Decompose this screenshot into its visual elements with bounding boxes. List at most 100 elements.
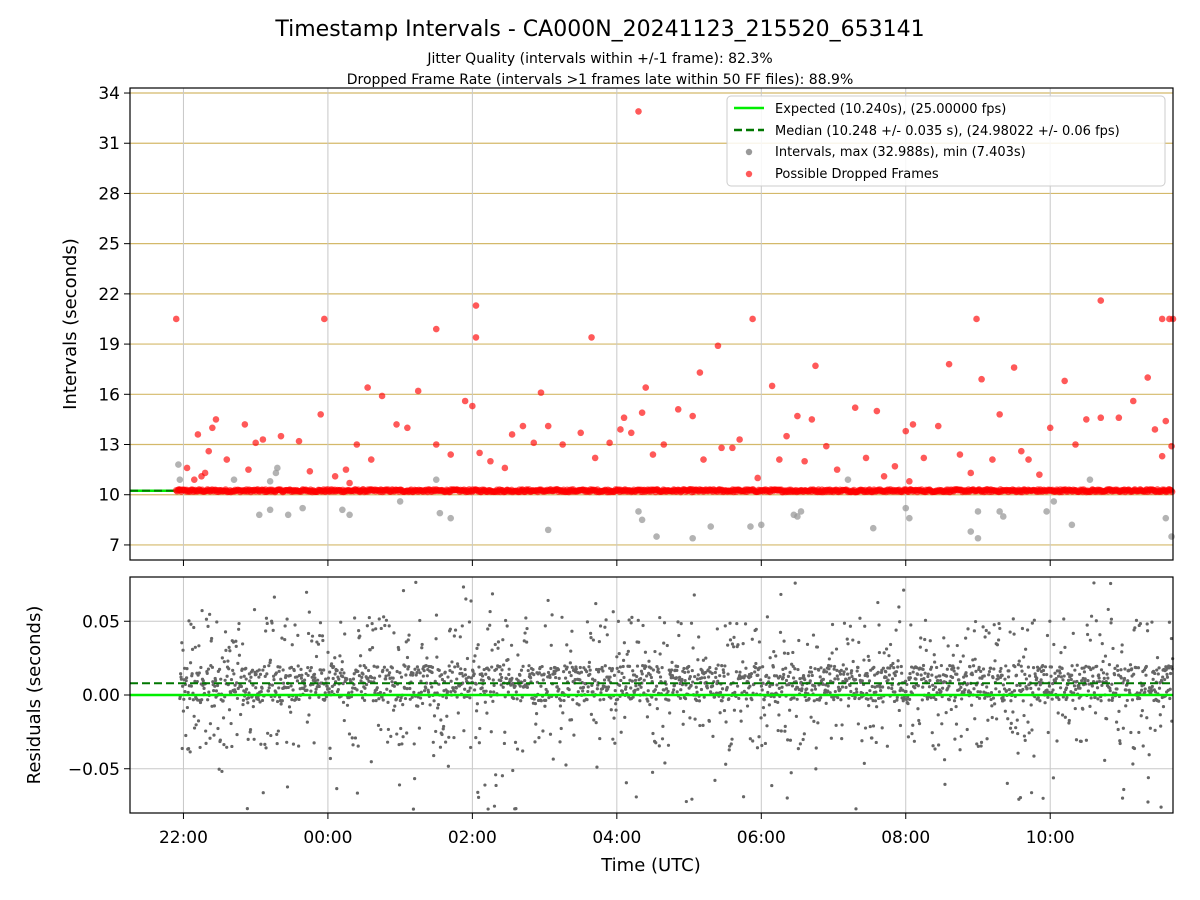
residual-point xyxy=(481,678,485,683)
residual-point xyxy=(1115,664,1119,668)
residual-point xyxy=(960,697,964,701)
residual-point xyxy=(942,636,946,640)
interval-point xyxy=(274,464,281,472)
residual-point xyxy=(395,669,399,674)
residual-point xyxy=(790,684,795,688)
residual-point xyxy=(1051,688,1055,692)
residual-point xyxy=(821,677,826,681)
residual-point xyxy=(963,688,967,692)
residual-point xyxy=(703,676,707,680)
residual-point xyxy=(256,697,261,702)
residual-point xyxy=(417,726,421,730)
residual-point xyxy=(1168,687,1172,691)
residual-point xyxy=(646,689,650,693)
residual-point xyxy=(914,677,918,681)
residual-point xyxy=(473,688,477,692)
residual-point xyxy=(1032,754,1036,758)
residual-point xyxy=(1024,677,1029,681)
residual-point xyxy=(212,733,216,737)
residual-point xyxy=(445,689,450,694)
residual-point xyxy=(865,674,870,678)
residual-point xyxy=(634,795,638,799)
residual-point xyxy=(312,672,317,676)
residual-point xyxy=(858,616,862,620)
residual-point xyxy=(946,644,950,648)
residual-point xyxy=(1003,677,1007,681)
residual-point xyxy=(962,690,966,694)
residual-point xyxy=(1049,665,1054,669)
residual-point xyxy=(781,667,785,671)
dropped-frame-point xyxy=(696,369,704,376)
residual-point xyxy=(1019,664,1023,668)
dropped-frame-point xyxy=(783,432,790,440)
residual-point xyxy=(899,664,903,669)
residual-point xyxy=(670,660,674,664)
residual-point xyxy=(1157,666,1161,670)
residual-point xyxy=(463,673,468,677)
residual-point xyxy=(352,672,356,676)
dropped-frame-point xyxy=(508,431,516,438)
residual-point xyxy=(1086,689,1090,693)
residual-point xyxy=(1158,713,1162,717)
residual-point xyxy=(353,616,357,620)
residual-point xyxy=(604,685,608,689)
residual-point xyxy=(442,724,446,729)
residual-point xyxy=(987,669,992,674)
residual-point xyxy=(1157,686,1162,690)
residual-point xyxy=(910,732,914,736)
residual-point xyxy=(881,700,885,704)
residual-point xyxy=(522,639,526,643)
residual-point xyxy=(870,736,874,740)
residual-point xyxy=(501,638,505,642)
residual-point xyxy=(1030,728,1034,732)
residual-point xyxy=(1121,726,1125,730)
residual-point xyxy=(791,664,795,668)
residual-point xyxy=(1058,671,1062,675)
residual-point xyxy=(270,621,274,625)
residual-point xyxy=(281,668,285,672)
residual-point xyxy=(608,675,612,679)
residual-point xyxy=(274,671,278,675)
residual-point xyxy=(784,666,788,670)
residual-point xyxy=(1046,695,1050,699)
residual-point xyxy=(923,618,928,622)
residual-point xyxy=(880,726,884,730)
residual-point xyxy=(776,728,780,733)
residual-point xyxy=(358,654,363,658)
residual-point xyxy=(264,629,268,633)
residual-point xyxy=(741,642,745,646)
dropped-frame-point xyxy=(469,402,476,410)
residual-point xyxy=(265,672,269,676)
dropped-frame-point xyxy=(978,375,985,383)
residual-point xyxy=(636,687,640,691)
dropped-frame-point xyxy=(223,456,231,463)
residual-point xyxy=(670,668,674,672)
residual-point xyxy=(1021,699,1025,703)
residual-point xyxy=(1056,674,1061,678)
residual-point xyxy=(384,674,388,678)
residual-point xyxy=(718,674,722,678)
residual-point xyxy=(394,697,398,701)
residual-point xyxy=(840,685,845,689)
dropped-frame-point xyxy=(967,469,975,477)
dropped-frame-point xyxy=(447,451,455,458)
residual-point xyxy=(977,696,982,700)
residual-point xyxy=(436,703,441,707)
residual-point xyxy=(325,684,329,688)
residual-point xyxy=(677,633,681,638)
dropped-frame-point xyxy=(487,457,494,465)
residual-point xyxy=(422,669,426,673)
residual-point xyxy=(581,685,586,689)
interval-point xyxy=(447,514,455,522)
residual-point xyxy=(412,690,416,695)
residual-point xyxy=(722,674,726,678)
residual-point xyxy=(558,704,563,708)
residual-point xyxy=(706,668,710,672)
dropped-frame-point xyxy=(729,444,736,452)
residual-point xyxy=(267,664,271,668)
residual-point xyxy=(842,672,846,676)
residual-point xyxy=(308,696,312,700)
residual-point xyxy=(379,626,383,631)
residual-point xyxy=(551,757,555,761)
residuals-y-axis-label: Residuals (seconds) xyxy=(24,606,45,785)
